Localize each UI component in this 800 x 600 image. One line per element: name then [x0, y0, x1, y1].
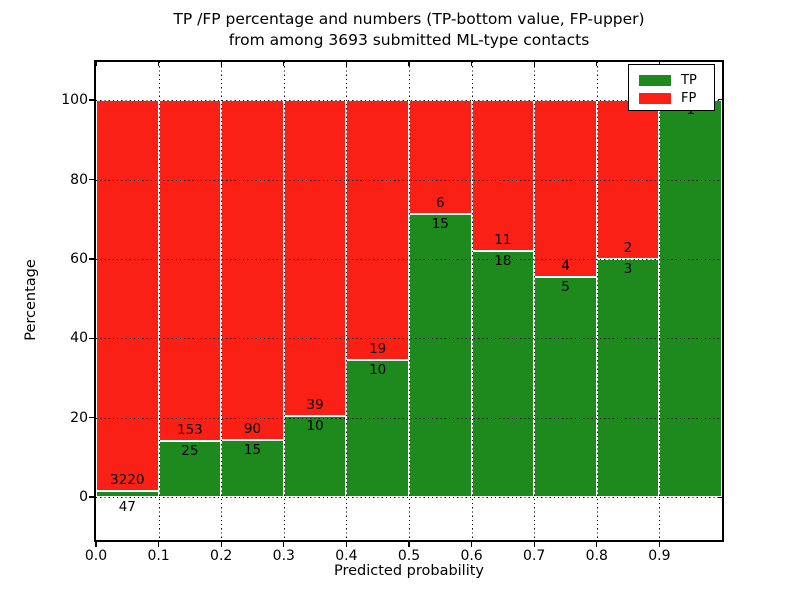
- x-tick-mark: [157, 542, 160, 547]
- bar-count-label-tp: 3: [623, 260, 633, 277]
- bar-count-label-tp: 15: [431, 215, 449, 232]
- v-gridline: [471, 62, 473, 540]
- x-tick-mark-top: [408, 62, 410, 66]
- bar-count-label-tp: 5: [561, 278, 570, 295]
- v-gridline: [596, 62, 598, 540]
- v-gridline: [409, 62, 410, 540]
- legend-row-tp: TP: [639, 71, 714, 89]
- x-tick-mark: [283, 542, 285, 547]
- legend-label-fp: FP: [681, 90, 697, 106]
- chart-title-line1: TP /FP percentage and numbers (TP-bottom…: [173, 10, 645, 28]
- bar-segment-tp: [409, 213, 472, 498]
- chart-title-line2: from among 3693 submitted ML-type contac…: [228, 31, 590, 49]
- bar-segment-fp: [471, 100, 535, 251]
- bar-count-label-fp: 90: [243, 421, 262, 438]
- bar-segment-tp: [471, 250, 535, 498]
- bar-segment-tp: [596, 258, 660, 498]
- x-tick-mark-top: [470, 62, 473, 66]
- y-tick-mark: [89, 99, 94, 101]
- bar-count-label-fp: 4: [561, 257, 570, 274]
- bar-count-label-fp: 3220: [110, 472, 145, 489]
- plot-area: TP FP 47 3220 25 153 15 90 10 39 10 19 15 6 18 11 5 4 3 2…: [61, 60, 724, 564]
- y-tick-mark: [89, 337, 94, 339]
- y-tick-label: 100: [61, 92, 88, 109]
- x-tick-label: 0.1: [147, 548, 170, 564]
- y-tick-label: 0: [79, 489, 88, 506]
- x-tick-label: 0.7: [523, 548, 546, 564]
- x-tick-mark: [95, 542, 97, 547]
- bar-segment-fp: [221, 100, 284, 441]
- bar-segment-fp: [96, 100, 159, 492]
- bar-segment-tp: [659, 100, 722, 498]
- y-tick-mark: [89, 417, 94, 419]
- bar-segment-tp: [346, 360, 409, 498]
- bar-count-label-tp: 10: [369, 362, 387, 379]
- legend-label-tp: TP: [681, 72, 697, 88]
- x-tick-label: 0.2: [210, 548, 233, 564]
- bar-count-label-fp: 6: [436, 194, 445, 211]
- x-tick-label: 0.6: [460, 548, 483, 564]
- legend-row-fp: FP: [639, 89, 714, 107]
- x-tick-mark-top: [95, 62, 97, 66]
- bar-segment-tp: [158, 441, 222, 498]
- bar-segment-fp: [158, 100, 222, 442]
- bar-count-label-fp: 11: [494, 231, 512, 248]
- legend-swatch-fp: [639, 92, 671, 104]
- bar-segment-fp: [283, 100, 347, 417]
- y-tick-mark-right: [718, 99, 722, 101]
- chart-title: TP /FP percentage and numbers (TP-bottom…: [96, 9, 722, 51]
- y-tick-label: 40: [70, 330, 88, 347]
- bar-count-label-tp: 47: [118, 499, 136, 516]
- bar-count-label-tp: 25: [181, 443, 199, 460]
- x-tick-mark: [470, 542, 473, 547]
- v-gridline: [283, 62, 285, 540]
- x-tick-mark: [408, 542, 410, 547]
- bar-count-label-tp: 15: [243, 442, 262, 459]
- x-tick-label: 0.3: [272, 548, 295, 564]
- v-gridline: [659, 62, 661, 540]
- x-tick-mark-top: [345, 62, 348, 66]
- y-tick-mark: [89, 178, 94, 181]
- v-gridline: [158, 62, 160, 540]
- y-tick-mark: [89, 496, 94, 498]
- x-tick-mark-top: [157, 62, 160, 66]
- v-gridline: [221, 62, 223, 540]
- x-tick-label: 0.0: [84, 548, 108, 564]
- x-tick-mark: [345, 542, 348, 547]
- x-tick-label: 0.4: [335, 548, 358, 564]
- x-tick-mark: [596, 542, 598, 547]
- legend: TP FP: [628, 64, 715, 111]
- x-tick-label: 0.9: [648, 548, 671, 564]
- legend-swatch-tp: [639, 74, 671, 86]
- bar-count-label-fp: 19: [369, 341, 387, 358]
- bar-count-label-fp: 153: [177, 422, 203, 439]
- bar-count-label-fp: 39: [306, 397, 324, 414]
- y-tick-mark: [89, 258, 94, 260]
- x-tick-label: 0.5: [397, 548, 421, 564]
- v-gridline: [346, 62, 348, 540]
- x-tick-mark: [658, 542, 661, 547]
- x-tick-mark: [533, 542, 535, 547]
- x-tick-label: 0.8: [585, 548, 608, 564]
- v-gridline: [534, 62, 536, 540]
- y-tick-label: 20: [70, 409, 88, 426]
- y-tick-label: 80: [70, 171, 88, 188]
- bar-segment-tp: [534, 276, 597, 498]
- bar-segment-fp: [346, 100, 409, 361]
- x-tick-mark-top: [596, 62, 598, 66]
- bar-segment-tp: [283, 416, 347, 498]
- bar-segment-tp: [96, 491, 159, 498]
- x-axis-label: Predicted probability: [333, 563, 485, 579]
- x-tick-mark-top: [283, 62, 285, 66]
- bar-count-label-tp: 10: [306, 418, 324, 435]
- x-tick-mark: [220, 542, 222, 547]
- bar-count-label-fp: 2: [623, 239, 633, 256]
- bar-count-label-tp: 18: [494, 252, 512, 269]
- y-tick-label: 60: [70, 250, 88, 267]
- bar-segment-fp: [534, 100, 597, 277]
